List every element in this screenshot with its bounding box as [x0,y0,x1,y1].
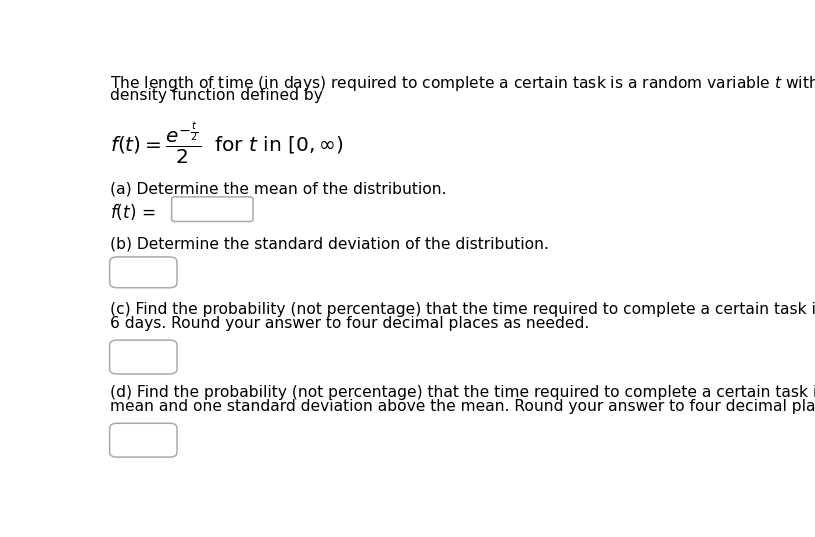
Text: The length of time (in days) required to complete a certain task is a random var: The length of time (in days) required to… [110,74,815,93]
Text: (b) Determine the standard deviation of the distribution.: (b) Determine the standard deviation of … [110,237,548,252]
FancyBboxPatch shape [110,257,177,288]
Text: density function defined by: density function defined by [110,88,323,103]
FancyBboxPatch shape [172,197,253,222]
Text: $f(t)$ =: $f(t)$ = [110,201,155,221]
FancyBboxPatch shape [110,423,177,457]
Text: (c) Find the probability (not percentage) that the time required to complete a c: (c) Find the probability (not percentage… [110,302,815,317]
Text: (a) Determine the mean of the distribution.: (a) Determine the mean of the distributi… [110,182,446,197]
Text: mean and one standard deviation above the mean. Round your answer to four decima: mean and one standard deviation above th… [110,400,815,415]
Text: $f(t) = \dfrac{e^{-\frac{t}{2}}}{2}$  for $t$ in $[0, \infty)$: $f(t) = \dfrac{e^{-\frac{t}{2}}}{2}$ for… [110,120,343,166]
FancyBboxPatch shape [110,340,177,374]
Text: (d) Find the probability (not percentage) that the time required to complete a c: (d) Find the probability (not percentage… [110,384,815,400]
Text: 6 days. Round your answer to four decimal places as needed.: 6 days. Round your answer to four decima… [110,316,589,331]
